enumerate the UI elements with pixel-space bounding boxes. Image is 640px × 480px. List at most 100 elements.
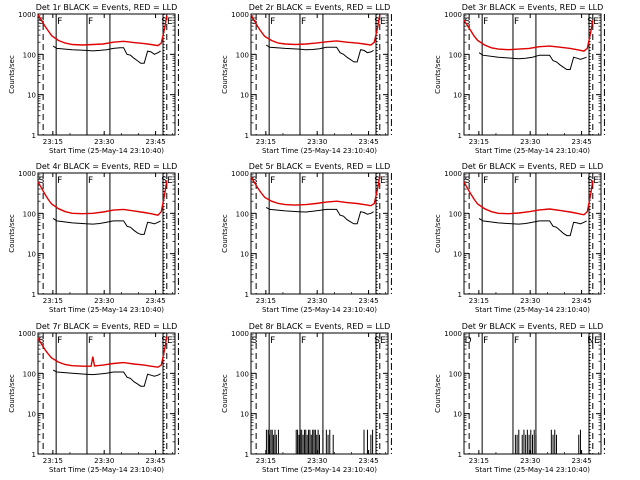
chart-title: Det 2r BLACK = Events, RED = LLD [249,3,391,12]
x-tick-label: 23:45 [358,297,378,305]
y-axis-label: Counts/sec [221,374,229,413]
x-tick-label: 23:45 [145,138,165,146]
y-axis-label: Counts/sec [8,55,16,94]
y-tick-label: 1000 [444,330,462,338]
y-tick-label: 100 [449,210,462,218]
x-axis-label: Start Time (25-May-14 23:10:40) [262,466,377,474]
chart-panel-2: Det 2r BLACK = Events, RED = LLD 1 10 100 10… [221,3,392,155]
x-tick-label: 23:30 [307,457,327,465]
lld-series-line [463,180,594,216]
chart-title: Det 7r BLACK = Events, RED = LLD [36,322,178,331]
plot-frame [37,172,176,295]
event-marker: F [57,17,62,27]
x-tick-label: 23:45 [571,138,591,146]
event-marker: F [301,336,306,346]
x-tick-label: 23:30 [94,457,114,465]
chart-title: Det 5r BLACK = Events, RED = LLD [249,162,391,171]
y-tick-label: 100 [236,51,249,59]
y-axis-label: Counts/sec [434,214,442,253]
y-tick-label: 10 [453,251,462,259]
x-tick-label: 23:30 [94,138,114,146]
lld-series-line [463,19,594,52]
event-marker: SE [374,336,386,346]
y-tick-label: 1 [245,451,249,459]
event-marker: S [39,176,45,186]
y-axis-label: Counts/sec [434,374,442,413]
y-tick-label: 1 [32,132,36,140]
y-tick-label: 10 [27,251,36,259]
event-marker: SE [374,17,386,27]
chart-panel-9: Det 9r BLACK = Events, RED = LLD 1 10 100 10… [434,322,605,474]
y-tick-label: 1000 [231,170,249,178]
event-marker: F [57,176,62,186]
y-tick-label: 1 [245,291,249,299]
plot-frame [37,332,176,455]
x-tick-label: 23:15 [469,297,489,305]
event-marker: D [465,336,472,346]
event-marker: S [465,176,471,186]
lld-series-line [250,14,381,46]
y-tick-label: 100 [449,370,462,378]
y-tick-label: 1000 [231,330,249,338]
events-series-line [265,44,374,63]
x-axis-label: Start Time (25-May-14 23:10:40) [49,466,164,474]
event-marker: F [483,336,488,346]
x-tick-label: 23:15 [43,138,63,146]
y-tick-label: 100 [236,210,249,218]
event-marker: S [465,17,471,27]
event-marker: S [252,176,258,186]
event-marker: S [39,336,45,346]
event-marker: F [301,176,306,186]
x-tick-label: 23:15 [256,457,276,465]
events-series-line [478,217,587,237]
x-axis-label: Start Time (25-May-14 23:10:40) [475,466,590,474]
chart-title: Det 3r BLACK = Events, RED = LLD [462,3,604,12]
event-marker: F [88,336,93,346]
event-marker: F [514,336,519,346]
x-axis-label: Start Time (25-May-14 23:10:40) [475,147,590,155]
x-tick-label: 23:15 [469,138,489,146]
event-marker: F [270,176,275,186]
chart-panel-8: Det 8r BLACK = Events, RED = LLD 1 10 100 10… [221,322,392,474]
plot-frame [463,13,602,136]
event-marker: F [270,336,275,346]
plot-frame [37,13,176,136]
event-marker: F [483,17,488,27]
y-tick-label: 100 [23,210,36,218]
event-marker: F [514,176,519,186]
plot-frame [250,13,389,136]
y-tick-label: 10 [240,411,249,419]
y-tick-label: 1 [32,451,36,459]
events-series-line [52,369,161,387]
y-tick-label: 100 [449,51,462,59]
x-axis-label: Start Time (25-May-14 23:10:40) [262,306,377,314]
y-axis-label: Counts/sec [221,55,229,94]
event-marker: F [88,176,93,186]
events-series-line [52,45,161,64]
x-tick-label: 23:45 [145,297,165,305]
events-series-line [265,206,374,225]
chart-title: Det 4r BLACK = Events, RED = LLD [36,162,178,171]
x-axis-label: Start Time (25-May-14 23:10:40) [262,147,377,155]
y-tick-label: 1 [458,451,462,459]
chart-panel-5: Det 5r BLACK = Events, RED = LLD 1 10 100 10… [221,162,392,314]
event-marker: SE [161,17,173,27]
x-tick-label: 23:15 [43,457,63,465]
lld-series-line [37,180,168,216]
event-marker: S [252,336,258,346]
x-tick-label: 23:15 [469,457,489,465]
events-series-line [52,217,161,235]
chart-panel-4: Det 4r BLACK = Events, RED = LLD 1 10 100 10… [8,162,179,314]
y-tick-label: 1000 [444,170,462,178]
event-marker: F [483,176,488,186]
y-tick-label: 100 [236,370,249,378]
events-series-line [478,52,587,70]
x-tick-label: 23:30 [94,297,114,305]
chart-panel-1: Det 1r BLACK = Events, RED = LLD 1 10 100 10… [8,3,179,155]
y-tick-label: 1 [245,132,249,140]
y-tick-label: 1000 [18,170,36,178]
x-tick-label: 23:30 [307,138,327,146]
chart-title: Det 9r BLACK = Events, RED = LLD [462,322,604,331]
chart-panel-7: Det 7r BLACK = Events, RED = LLD 1 10 100 10… [8,322,179,474]
x-tick-label: 23:45 [145,457,165,465]
